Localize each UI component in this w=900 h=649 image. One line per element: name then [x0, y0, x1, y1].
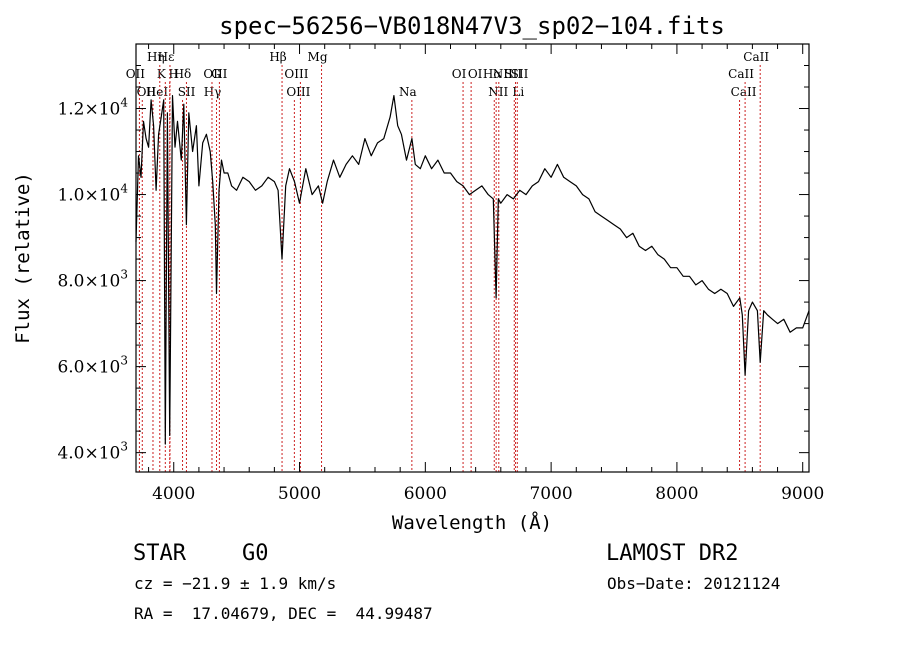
spectral-line-label: HeI: [146, 85, 169, 99]
spectral-line-label: Hβ: [269, 50, 286, 64]
spectral-line-label: NII: [493, 67, 513, 81]
y-tick-label: 8.0×103: [57, 268, 128, 292]
coordinates: RA = 17.04679, DEC = 44.99487: [134, 604, 433, 623]
spectral-line-label: Hα: [483, 67, 502, 81]
spectral-line-label: OII: [137, 85, 157, 99]
redshift-readout: cz = −21.9 ± 1.9 km/s: [134, 574, 336, 593]
x-tick-label: 4000: [152, 484, 195, 504]
x-tick-label: 8000: [655, 484, 698, 504]
y-axis-label: Flux (relative): [12, 172, 34, 344]
spectral-line-label: K: [157, 67, 167, 81]
plot-frame: [135, 43, 810, 473]
y-tick-label: 6.0×103: [57, 354, 128, 378]
spectral-line-label: Hγ: [204, 85, 222, 99]
axis-ticks: [136, 44, 809, 472]
spectral-line-label: CaII: [728, 67, 754, 81]
y-tick-label: 1.0×104: [57, 182, 128, 206]
spectral-line-label: Na: [399, 85, 417, 99]
spectral-line-label: Hε: [158, 50, 175, 64]
spectral-line-label: G: [211, 67, 221, 81]
subclass: G0: [242, 541, 269, 566]
chart-title: spec−56256−VB018N47V3_sp02−104.fits: [219, 12, 725, 40]
spectral-line-label: OIII: [203, 67, 227, 81]
spectral-line-label: Mg: [308, 50, 328, 64]
spectral-line-label: CaII: [743, 50, 769, 64]
spectral-line-label: Hη: [147, 50, 165, 64]
x-tick-label: 6000: [404, 484, 447, 504]
spectral-line-label: CaII: [731, 85, 757, 99]
spectral-line-markers: [138, 65, 761, 472]
spectral-line-label: SII: [511, 67, 529, 81]
spectral-line-label: Li: [512, 85, 524, 99]
spectral-line-label: OIII: [286, 85, 310, 99]
x-axis-label: Wavelength (Å): [392, 511, 552, 534]
spectral-line-label: OI: [452, 67, 467, 81]
spectral-line-label: H: [168, 67, 178, 81]
x-tick-labels: 4000 5000 6000 7000 8000 9000: [152, 484, 824, 504]
x-tick-label: 9000: [781, 484, 824, 504]
x-tick-label: 7000: [529, 484, 572, 504]
spectral-line-label: SII: [504, 67, 522, 81]
obs-date: Obs−Date: 20121124: [607, 574, 780, 593]
x-tick-label: 5000: [278, 484, 321, 504]
survey-name: LAMOST DR2: [606, 541, 738, 566]
y-tick-labels: 4.0×103 6.0×103 8.0×103 1.0×104 1.2×104: [57, 96, 128, 464]
y-tick-label: 4.0×103: [57, 440, 128, 464]
spectral-line-label: OIII: [284, 67, 308, 81]
spectral-line-label: OI: [468, 67, 483, 81]
spectrum-line: [135, 95, 810, 445]
object-class: STAR: [133, 541, 187, 566]
y-tick-label: 1.2×104: [57, 96, 128, 120]
spectral-line-label: Hδ: [174, 67, 192, 81]
